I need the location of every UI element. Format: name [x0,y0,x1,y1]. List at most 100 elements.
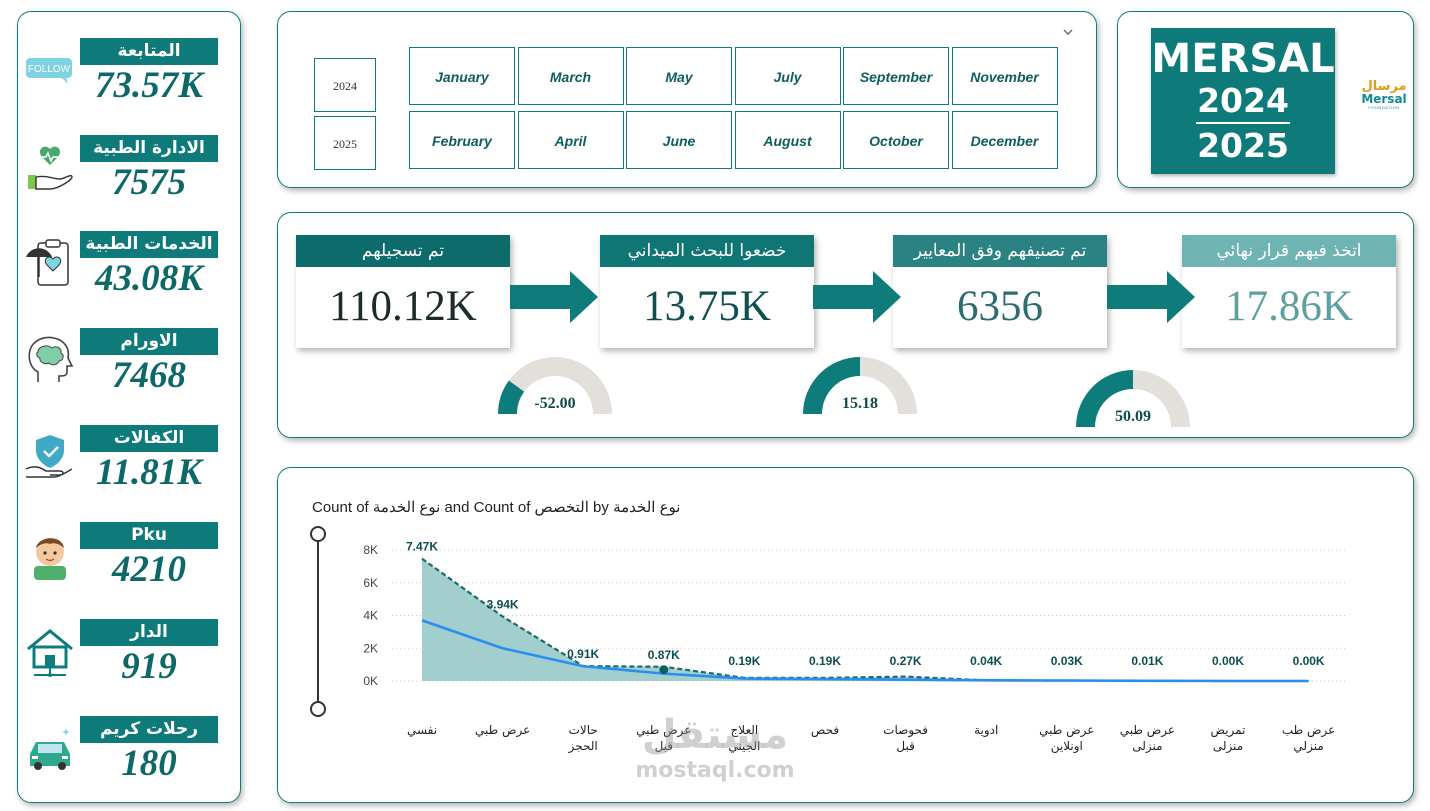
logo-english: Mersal [1361,92,1407,106]
x-tick-label-line: الجيني [728,739,760,753]
month-filter-july[interactable]: July [734,47,841,105]
brand-panel: MERSAL 2024 2025 مرسال Mersal FOUNDATION [1117,11,1414,188]
funnel-card-label: خضعوا للبحث الميداني [600,235,814,267]
year-filter-2025[interactable]: 2025 [314,116,376,170]
follow-icon-text: FOLLOW [28,64,71,75]
area-chart: 0K 2K 4K 6K 8K 7.47K 3.94K 0.91K 0.87K 0.19K 0.19K… [310,526,1348,754]
year-filter-2024[interactable]: 2024 [314,58,376,112]
kpi-value: 43.08K [95,258,203,299]
x-tick-label: العلاج الجيني [728,723,760,753]
x-tick-label-line: نفسي [407,723,437,737]
x-tick-label: عرض طبي [475,723,530,738]
kpi-value: 7575 [112,162,186,203]
logo-subtitle: FOUNDATION [1368,105,1400,110]
car-icon [30,728,70,770]
kpi-item: FOLLOW المتابعة 73.57K [18,38,242,118]
kpi-item: Pku 4210 [18,522,242,602]
kpi-gauge [498,357,612,414]
x-tick-label-line: قبل [655,739,673,753]
data-label: 0.27K [890,654,922,668]
kpi-item: رحلات كريم 180 [18,716,242,796]
x-tick-label-line: عرض طبي [1120,723,1175,738]
follow-icon: FOLLOW [26,58,72,84]
data-label: 7.47K [406,540,438,554]
x-tick-label-line: العلاج [731,723,759,737]
data-label: 0.19K [728,654,760,668]
house-icon [27,629,73,677]
x-tick-label: عرض طبي منزلى [1120,723,1175,754]
data-label: 0.00K [1212,654,1244,668]
funnel-card-value: 17.86K [1225,283,1353,330]
kpi-item: الادارة الطبية 7575 [18,135,242,215]
x-tick-label: عرض طبي قبل [636,723,691,753]
brain-head-icon [28,336,74,382]
kpi-item: الاورام 7468 [18,328,242,408]
data-label: 0.91K [567,647,599,661]
x-tick-label-line: حالات [569,723,598,737]
flow-arrow-icon [813,271,901,323]
flow-arrow-icon [510,271,598,323]
data-label: 0.87K [648,648,680,662]
month-filter-march[interactable]: March [517,47,624,105]
month-filter-november[interactable]: November [951,47,1058,105]
data-label: 0.00K [1293,654,1325,668]
x-tick-label-line: عرض طبي [1039,723,1094,738]
x-tick-label-line: فحص [811,723,839,738]
x-tick-label-line: عرض طب [1282,723,1335,738]
x-tick-label-line: عرض طبي [636,723,691,738]
data-label: 0.01K [1131,654,1163,668]
kpi-value: 11.81K [96,452,202,493]
mersal-logo: مرسال Mersal FOUNDATION [1358,80,1410,114]
chevron-down-icon[interactable] [1062,26,1074,38]
child-avatar-icon [34,538,66,580]
x-tick-label: فحص [811,723,839,738]
month-filter-september[interactable]: September [843,47,949,105]
kpi-value: 73.57K [95,65,203,106]
brand-name: MERSAL [1151,36,1335,82]
month-filter-april[interactable]: April [517,111,624,169]
range-slider-handle-bottom[interactable] [310,701,326,717]
y-tick-label: 6K [363,576,378,590]
kpi-item: الكفالات 11.81K [18,425,242,505]
month-filter-december[interactable]: December [951,111,1058,169]
y-tick-label: 8K [363,543,378,557]
x-tick-label: حالات الحجز [568,723,598,754]
funnel-card-value: 13.75K [643,283,771,330]
heart-hand-icon [28,146,73,190]
x-tick-label: عرض طب منزلي [1282,723,1335,754]
shield-hand-icon [25,435,73,478]
kpi-label: الكفالات [80,425,218,452]
flow-arrow-icon [1107,271,1195,323]
month-filter-october[interactable]: October [843,111,949,169]
x-tick-label-line: تمريض [1211,723,1246,738]
month-filter-august[interactable]: August [734,111,841,169]
x-tick-label-line: اونلاين [1051,739,1083,754]
kpi-gauge [803,357,917,414]
data-point-marker[interactable] [659,665,669,675]
month-filter-june[interactable]: June [626,111,732,169]
range-slider-handle-top[interactable] [310,526,326,542]
kpi-value: 180 [121,743,177,784]
funnel-card: اتخذ فيهم قرار نهائي 17.86K [1182,235,1396,348]
x-tick-label: عرض طبي اونلاين [1039,723,1094,754]
kpi-label: Pku [80,522,218,549]
chart-title: Count of نوع الخدمة and Count of التخصص … [312,499,681,516]
x-tick-label: تمريض منزلى [1211,723,1246,754]
x-tick-label-line: منزلى [1132,739,1162,754]
brand-divider [1196,122,1290,124]
funnel-card-value: 110.12K [329,283,477,330]
funnel-card: تم تصنيفهم وفق المعايير 6356 [893,235,1107,348]
month-filter-january[interactable]: January [409,47,515,105]
gauge-value: 15.18 [842,395,878,412]
x-tick-label-line: منزلي [1293,739,1323,754]
kpi-item: الدار 919 [18,619,242,699]
series-1-area [422,558,1309,681]
kpi-label: الاورام [80,328,218,355]
kpi-label: الخدمات الطبية [80,231,218,258]
medical-clipboard-icon [26,239,69,286]
month-filter-february[interactable]: February [409,111,515,169]
data-label: 0.04K [970,654,1002,668]
kpi-label: الادارة الطبية [80,135,218,162]
gauge-value: 50.09 [1115,408,1151,425]
month-filter-may[interactable]: May [626,47,732,105]
